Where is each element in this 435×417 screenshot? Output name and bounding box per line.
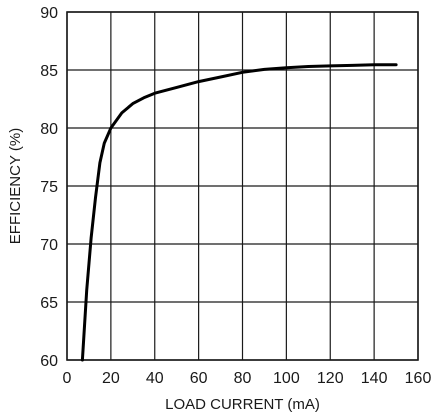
x-tick-label: 140 (361, 370, 388, 387)
x-tick-label: 40 (146, 370, 164, 387)
y-tick-label: 80 (40, 121, 58, 138)
y-tick-label: 60 (40, 353, 58, 370)
x-tick-label: 160 (405, 370, 432, 387)
y-tick-label: 70 (40, 237, 58, 254)
plot-frame (66, 11, 419, 361)
tick-labels: 0 20 40 60 80 100 120 140 160 60 65 70 75 80 85 90 (40, 5, 431, 387)
y-axis-label: EFFICIENCY (%) (7, 128, 24, 244)
y-tick-label: 85 (40, 63, 58, 80)
grid (66, 11, 419, 361)
x-axis-label: LOAD CURRENT (mA) (165, 396, 320, 413)
efficiency-curve (80, 63, 398, 362)
y-tick-label: 75 (40, 179, 58, 196)
x-tick-label: 100 (273, 370, 300, 387)
y-tick-label: 90 (40, 5, 58, 22)
x-tick-label: 80 (234, 370, 252, 387)
y-tick-label: 65 (40, 295, 58, 312)
x-tick-label: 20 (102, 370, 120, 387)
x-tick-label: 120 (317, 370, 344, 387)
x-tick-label: 0 (63, 370, 72, 387)
x-tick-label: 60 (190, 370, 208, 387)
